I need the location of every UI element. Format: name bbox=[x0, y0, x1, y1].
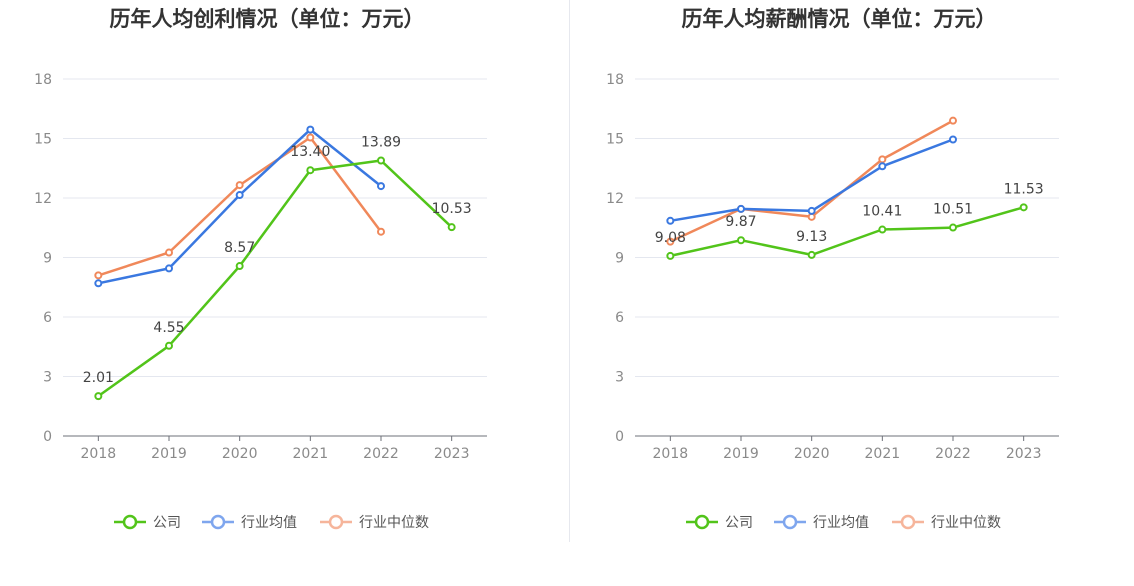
series-line bbox=[98, 128, 382, 285]
chart-title: 历年人均创利情况（单位：万元） bbox=[110, 7, 425, 31]
y-tick-label: 9 bbox=[615, 251, 624, 267]
legend-marker bbox=[210, 514, 226, 530]
legend-marker bbox=[782, 514, 798, 530]
legend-item[interactable]: 行业均值 bbox=[202, 514, 297, 531]
y-tick-label: 6 bbox=[43, 310, 52, 326]
data-point bbox=[235, 262, 244, 271]
legend-item[interactable]: 公司 bbox=[114, 514, 181, 531]
legend-label: 公司 bbox=[153, 515, 181, 531]
data-point bbox=[878, 155, 887, 164]
y-tick-label: 9 bbox=[43, 251, 52, 267]
chart-panel-salary: 历年人均薪酬情况（单位：万元） 0 3 6 9 12 15 18 2018 2019 2020 202… bbox=[572, 0, 1134, 582]
legend-marker bbox=[122, 514, 138, 530]
data-point bbox=[949, 223, 957, 232]
y-tick-label: 12 bbox=[606, 191, 624, 207]
data-point bbox=[165, 341, 173, 350]
data-point bbox=[306, 125, 315, 134]
legend-marker bbox=[328, 514, 344, 530]
data-point bbox=[807, 250, 816, 259]
legend-label: 公司 bbox=[725, 515, 753, 531]
y-tick-label: 3 bbox=[615, 370, 624, 386]
data-label: 13.89 bbox=[361, 135, 401, 151]
data-point bbox=[306, 133, 315, 142]
salary-chart: 历年人均薪酬情况（单位：万元） 0 3 6 9 12 15 18 2018 2019 2020 202… bbox=[606, 7, 1059, 531]
y-tick-label: 6 bbox=[615, 310, 624, 326]
data-point bbox=[377, 156, 385, 165]
legend-marker bbox=[694, 514, 710, 530]
legend-label: 行业中位数 bbox=[359, 515, 429, 531]
legend-item[interactable]: 行业中位数 bbox=[320, 514, 429, 531]
data-label: 9.87 bbox=[725, 214, 756, 230]
legend-marker bbox=[900, 514, 916, 530]
legend-item[interactable]: 行业均值 bbox=[774, 514, 869, 531]
x-tick-label: 2022 bbox=[363, 446, 399, 462]
panel-divider bbox=[569, 0, 570, 542]
data-point bbox=[377, 227, 385, 236]
y-tick-label: 18 bbox=[606, 72, 624, 88]
series-line bbox=[670, 206, 1025, 258]
data-label: 4.55 bbox=[153, 320, 184, 336]
legend-label: 行业均值 bbox=[241, 515, 297, 531]
data-point bbox=[666, 237, 675, 246]
legend-item[interactable]: 行业中位数 bbox=[892, 514, 1001, 531]
data-label: 10.53 bbox=[432, 201, 472, 217]
chart-title: 历年人均薪酬情况（单位：万元） bbox=[682, 7, 997, 31]
y-tick-label: 0 bbox=[615, 429, 624, 445]
x-tick-label: 2021 bbox=[865, 446, 901, 462]
data-point bbox=[94, 271, 103, 280]
data-label: 9.08 bbox=[655, 230, 686, 246]
data-point bbox=[949, 116, 957, 125]
x-tick-label: 2020 bbox=[794, 446, 830, 462]
x-tick-label: 2019 bbox=[151, 446, 187, 462]
legend-item[interactable]: 公司 bbox=[686, 514, 753, 531]
x-tick-label: 2023 bbox=[1006, 446, 1042, 462]
x-tick-label: 2018 bbox=[653, 446, 689, 462]
data-label: 8.57 bbox=[224, 240, 255, 256]
data-label: 13.40 bbox=[290, 144, 330, 160]
data-point bbox=[235, 181, 244, 190]
data-point bbox=[94, 279, 103, 288]
x-tick-label: 2023 bbox=[434, 446, 470, 462]
y-tick-label: 15 bbox=[34, 132, 52, 148]
data-point bbox=[737, 204, 745, 213]
profit-chart: 历年人均创利情况（单位：万元） 0 3 6 9 12 15 18 2018 2019 2020 202… bbox=[34, 7, 487, 531]
series-line bbox=[97, 159, 453, 398]
data-point bbox=[235, 191, 244, 200]
x-tick-label: 2020 bbox=[222, 446, 258, 462]
y-tick-label: 15 bbox=[606, 132, 624, 148]
data-point bbox=[666, 251, 675, 260]
data-point bbox=[377, 182, 385, 191]
x-tick-label: 2018 bbox=[81, 446, 117, 462]
data-point bbox=[165, 264, 173, 273]
data-label: 10.41 bbox=[862, 204, 902, 220]
y-tick-label: 18 bbox=[34, 72, 52, 88]
data-point bbox=[447, 223, 456, 232]
data-label: 11.53 bbox=[1004, 181, 1044, 197]
y-tick-label: 3 bbox=[43, 370, 52, 386]
legend-label: 行业均值 bbox=[813, 515, 869, 531]
data-label: 10.51 bbox=[933, 202, 973, 218]
chart-panel-profit: 历年人均创利情况（单位：万元） 0 3 6 9 12 15 18 2018 2019 2020 202… bbox=[0, 0, 566, 582]
data-point bbox=[165, 248, 173, 257]
data-label: 9.13 bbox=[796, 229, 827, 245]
data-point bbox=[1019, 203, 1028, 212]
data-point bbox=[807, 206, 816, 215]
x-tick-label: 2019 bbox=[723, 446, 759, 462]
y-tick-label: 12 bbox=[34, 191, 52, 207]
data-point bbox=[94, 392, 103, 401]
data-label: 2.01 bbox=[83, 370, 114, 386]
x-tick-label: 2022 bbox=[935, 446, 971, 462]
data-point bbox=[306, 166, 315, 175]
data-point bbox=[878, 225, 887, 234]
data-point bbox=[666, 216, 675, 225]
x-tick-label: 2021 bbox=[293, 446, 329, 462]
legend-label: 行业中位数 bbox=[931, 515, 1001, 531]
data-point bbox=[737, 236, 745, 245]
data-point bbox=[878, 162, 887, 171]
data-point bbox=[949, 135, 957, 144]
y-tick-label: 0 bbox=[43, 429, 52, 445]
